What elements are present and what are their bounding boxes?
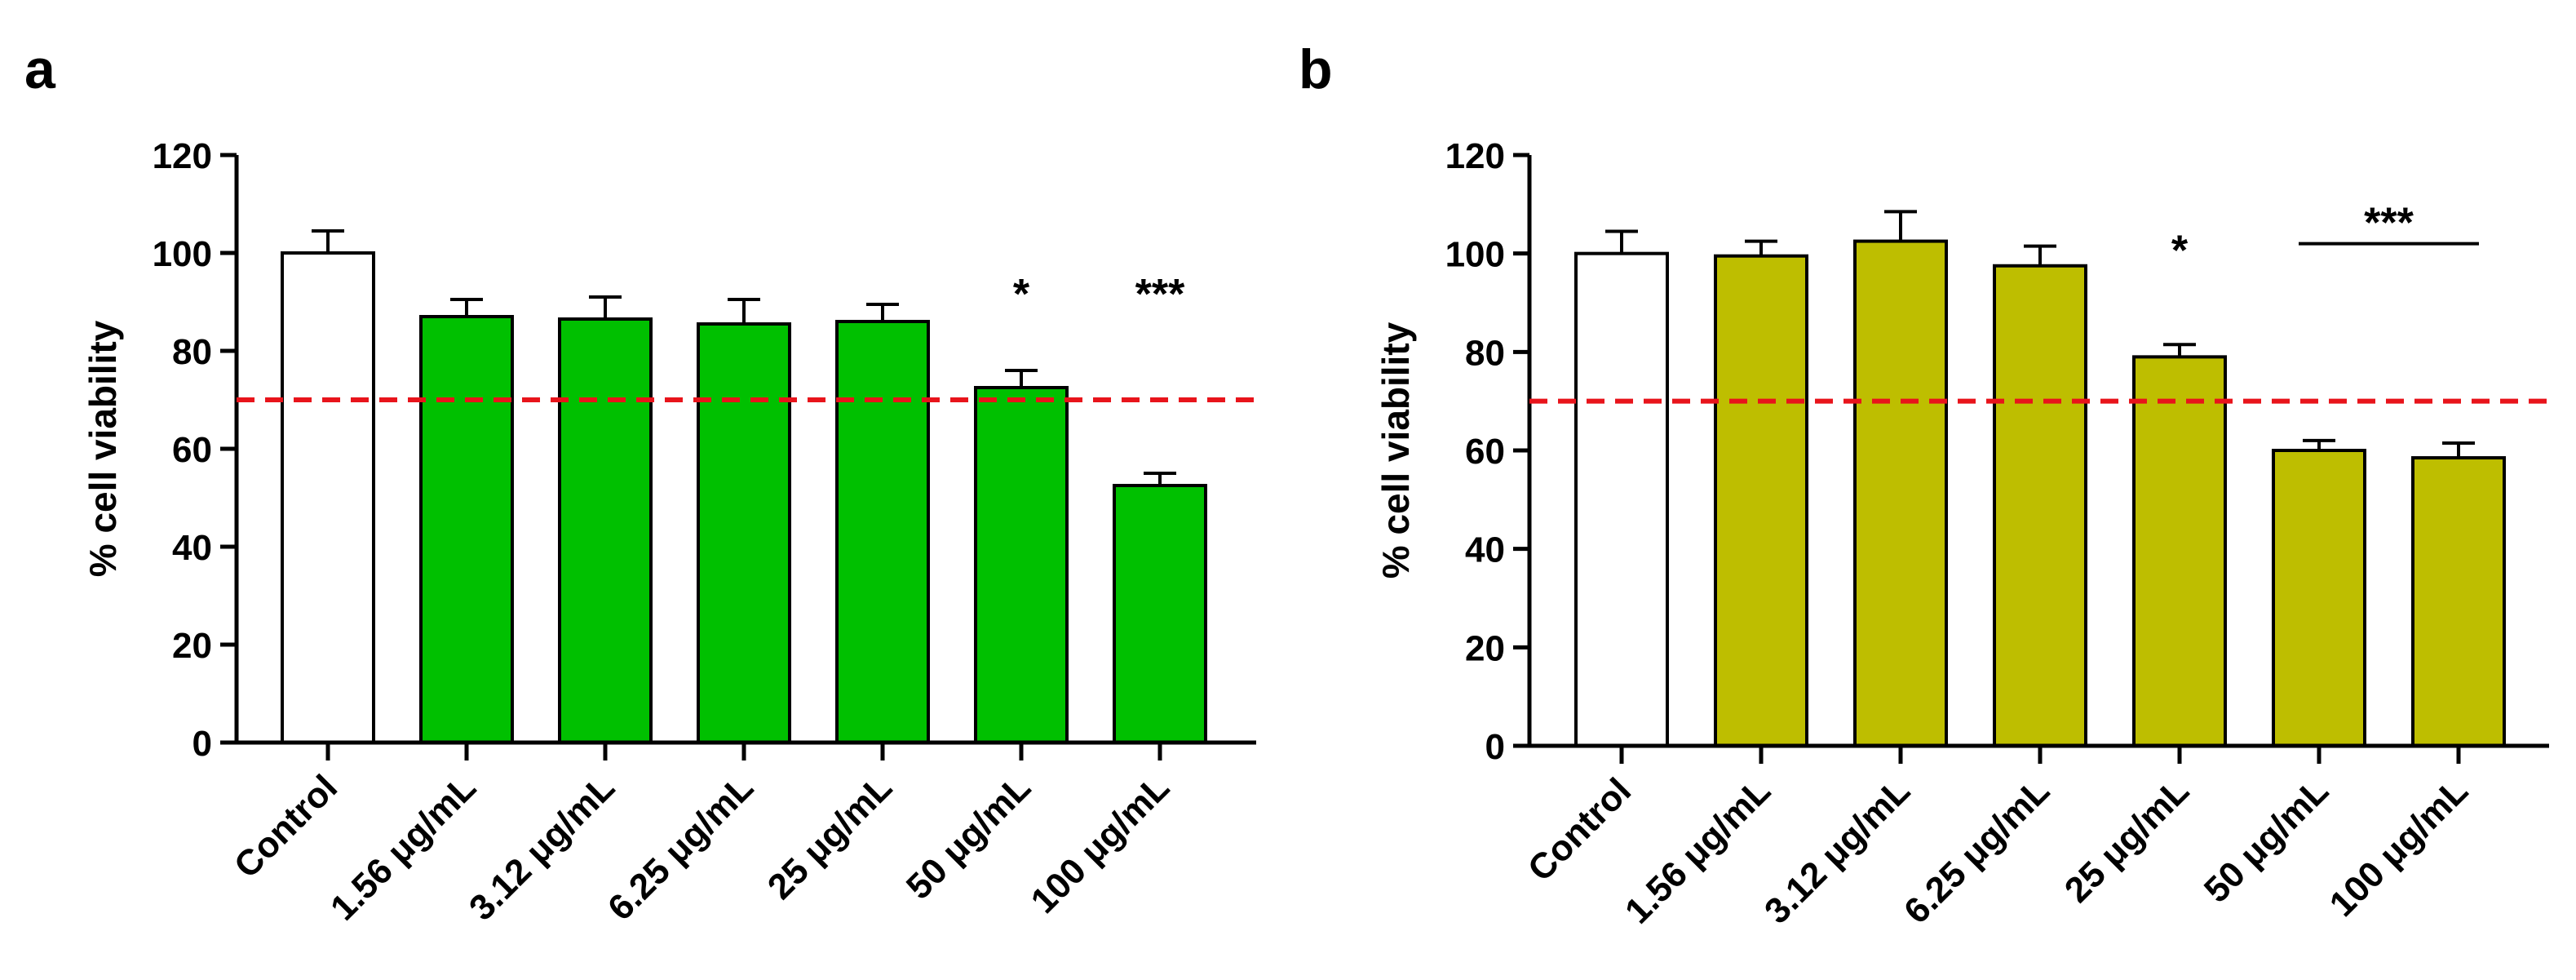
x-tick-label: Control bbox=[227, 767, 345, 885]
bar bbox=[974, 386, 1069, 744]
x-tick-label: Control bbox=[1520, 770, 1639, 889]
x-tick-label: 6.25 μg/mL bbox=[600, 767, 761, 928]
bar bbox=[697, 322, 791, 744]
y-tick-label: 80 bbox=[1465, 333, 1505, 373]
panel-label: a bbox=[24, 38, 56, 100]
bar bbox=[1993, 264, 2087, 747]
y-tick-label: 100 bbox=[153, 234, 212, 274]
x-tick-label: 50 μg/mL bbox=[899, 767, 1038, 907]
y-tick-label: 20 bbox=[1465, 628, 1505, 668]
bar bbox=[1113, 484, 1207, 744]
y-tick-label: 80 bbox=[172, 332, 212, 372]
y-tick-label: 0 bbox=[193, 724, 212, 764]
x-tick-label: 3.12 μg/mL bbox=[1757, 770, 1918, 931]
significance-marker: *** bbox=[2364, 200, 2414, 247]
x-tick-label: 1.56 μg/mL bbox=[1618, 770, 1778, 931]
bar bbox=[1714, 254, 1808, 747]
y-tick-label: 120 bbox=[1445, 136, 1505, 176]
y-tick-label: 40 bbox=[1465, 530, 1505, 570]
x-tick-label: 100 μg/mL bbox=[1024, 767, 1178, 921]
y-tick-label: 60 bbox=[1465, 432, 1505, 472]
bar bbox=[281, 251, 375, 744]
bar bbox=[558, 317, 653, 744]
bar bbox=[2132, 355, 2227, 747]
significance-marker: *** bbox=[1135, 271, 1185, 318]
x-tick-label: 25 μg/mL bbox=[2057, 770, 2197, 910]
x-tick-label: 50 μg/mL bbox=[2197, 770, 2336, 910]
y-tick-label: 0 bbox=[1485, 727, 1505, 767]
x-tick-label: 6.25 μg/mL bbox=[1897, 770, 2057, 931]
bar bbox=[419, 315, 514, 744]
y-axis-title: % cell viability bbox=[82, 320, 124, 577]
y-tick-label: 100 bbox=[1445, 235, 1505, 275]
bar bbox=[2272, 449, 2366, 747]
bar bbox=[1574, 251, 1669, 747]
y-tick-label: 20 bbox=[172, 626, 212, 666]
x-tick-label: 1.56 μg/mL bbox=[323, 767, 484, 928]
panel-label: b bbox=[1299, 38, 1333, 100]
significance-marker: * bbox=[1013, 271, 1030, 318]
y-tick-label: 60 bbox=[172, 430, 212, 470]
significance-marker: * bbox=[2171, 228, 2189, 275]
x-tick-label: 25 μg/mL bbox=[760, 767, 900, 907]
bar bbox=[2411, 456, 2506, 747]
x-tick-label: 100 μg/mL bbox=[2322, 770, 2476, 925]
y-tick-label: 40 bbox=[172, 528, 212, 568]
bar bbox=[1853, 239, 1948, 748]
bar bbox=[835, 320, 930, 744]
y-tick-label: 120 bbox=[153, 136, 212, 176]
y-axis-title: % cell viability bbox=[1374, 321, 1417, 579]
x-tick-label: 3.12 μg/mL bbox=[462, 767, 622, 928]
